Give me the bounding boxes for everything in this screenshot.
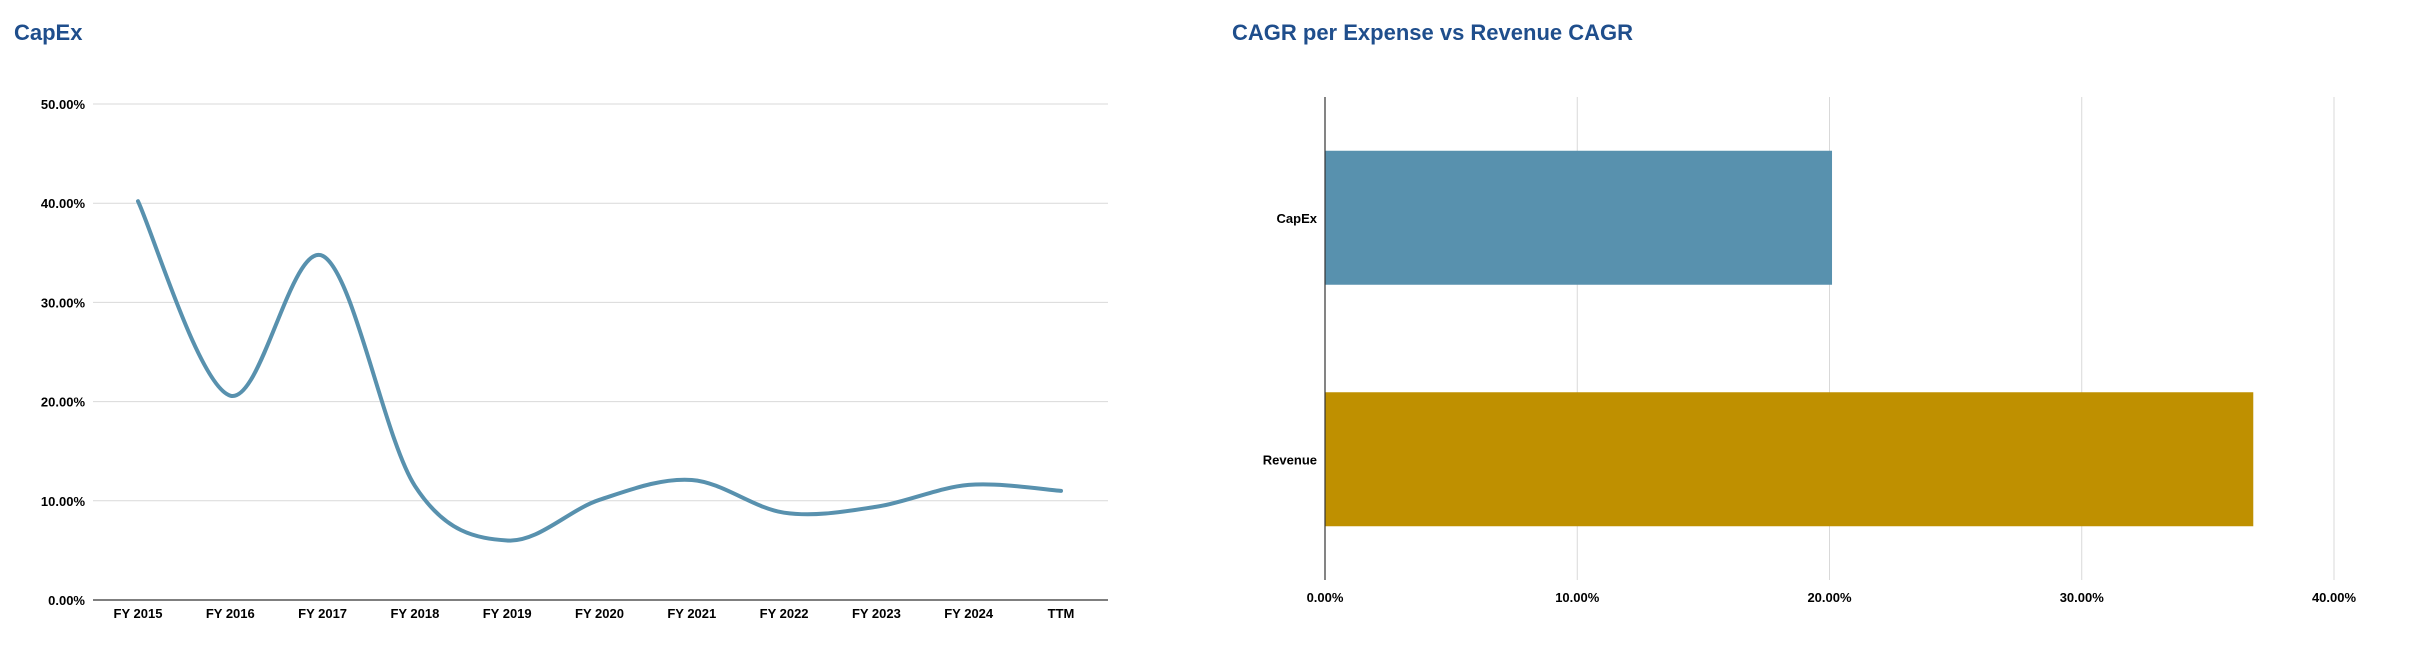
bar-chart-x-tick: 40.00% [2312, 590, 2357, 605]
bar-category-label: Revenue [1263, 452, 1317, 467]
line-chart-y-tick: 30.00% [41, 295, 86, 310]
line-chart-x-tick: FY 2024 [944, 606, 994, 621]
line-chart-y-tick: 20.00% [41, 395, 86, 410]
cagr-bar-chart: CAGR per Expense vs Revenue CAGR 0.00% 10… [1232, 20, 2356, 605]
line-chart-x-tick: FY 2018 [390, 606, 439, 621]
bar-chart-x-tick: 0.00% [1307, 590, 1344, 605]
capex-series-line [136, 199, 1063, 543]
line-chart-gridlines [93, 103, 1108, 502]
line-chart-title: CapEx [14, 20, 83, 45]
line-chart-x-tick: FY 2022 [760, 606, 809, 621]
line-chart-x-tick: FY 2017 [298, 606, 347, 621]
line-chart-x-tick: FY 2023 [852, 606, 901, 621]
line-chart-x-tick: FY 2021 [667, 606, 716, 621]
line-chart-y-tick: 10.00% [41, 494, 86, 509]
capex-line-chart: CapEx 0.00% 10.00% 20.00% 30.00% 40.00% 50.00… [14, 20, 1108, 621]
bar-chart-x-tick: 20.00% [1807, 590, 1852, 605]
line-chart-y-tick: 40.00% [41, 196, 86, 211]
line-chart-x-tick: FY 2020 [575, 606, 624, 621]
line-chart-y-tick-labels: 0.00% 10.00% 20.00% 30.00% 40.00% 50.00% [41, 97, 86, 608]
line-chart-x-tick: FY 2016 [206, 606, 255, 621]
line-chart-x-tick: FY 2015 [114, 606, 163, 621]
bar-chart-bars [1325, 150, 2254, 527]
line-chart-y-tick: 0.00% [48, 593, 85, 608]
bar-capex [1325, 150, 1833, 285]
bar-chart-category-labels: CapEx Revenue [1263, 211, 1318, 468]
bar-chart-title: CAGR per Expense vs Revenue CAGR [1232, 20, 1633, 45]
line-chart-x-tick: TTM [1048, 606, 1075, 621]
bar-revenue [1325, 392, 2254, 527]
bar-category-label: CapEx [1277, 211, 1318, 226]
bar-chart-x-tick-labels: 0.00% 10.00% 20.00% 30.00% 40.00% [1307, 590, 2357, 605]
line-chart-x-tick-labels: FY 2015 FY 2016 FY 2017 FY 2018 FY 2019 FY 20… [114, 606, 1075, 621]
line-chart-y-tick: 50.00% [41, 97, 86, 112]
line-chart-x-tick: FY 2019 [483, 606, 532, 621]
bar-chart-x-tick: 30.00% [2060, 590, 2105, 605]
bar-chart-x-tick: 10.00% [1555, 590, 1600, 605]
